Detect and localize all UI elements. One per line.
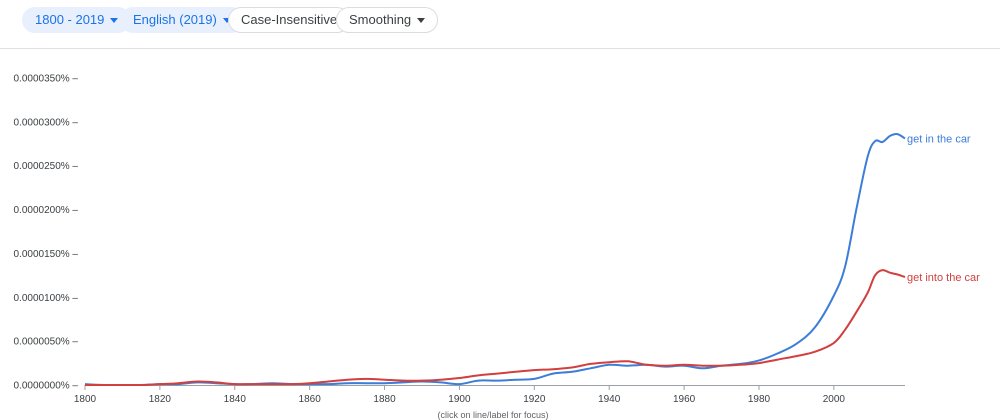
x-tick-label: 1900	[448, 394, 471, 405]
series-label[interactable]: get into the car	[907, 272, 980, 284]
x-tick-label: 1820	[149, 394, 172, 405]
ngram-line-chart: 0.0000000% – 0.0000050% – 0.0000100% – 0.00…	[13, 74, 980, 420]
smoothing-label: Smoothing	[349, 12, 412, 27]
case-insensitive-label: Case-Insensitive	[241, 12, 338, 27]
y-tick-label: 0.0000100% –	[13, 293, 78, 304]
x-tick-label: 1880	[373, 394, 396, 405]
toolbar: 1800 - 2019 English (2019) Case-Insensit…	[0, 0, 1000, 49]
caret-down-icon	[110, 18, 119, 23]
smoothing-dropdown[interactable]: Smoothing	[336, 7, 439, 33]
corpus-dropdown[interactable]: English (2019)	[120, 7, 244, 33]
chart-footnote: (click on line/label for focus)	[437, 410, 548, 420]
x-tick-label: 1940	[598, 394, 621, 405]
year-range-label: 1800 - 2019	[35, 12, 105, 27]
series-line[interactable]	[84, 133, 906, 387]
x-tick-label: 1960	[673, 394, 696, 405]
x-tick-label: 2000	[823, 394, 846, 405]
corpus-label: English (2019)	[133, 12, 217, 27]
series-label[interactable]: get in the car	[907, 134, 971, 146]
y-tick-label: 0.0000350% –	[13, 74, 78, 85]
y-tick-label: 0.0000300% –	[13, 117, 78, 128]
y-tick-label: 0.0000000% –	[13, 381, 78, 392]
x-tick-label: 1920	[523, 394, 546, 405]
y-tick-label: 0.0000250% –	[13, 161, 78, 172]
x-tick-label: 1860	[299, 394, 322, 405]
caret-down-icon	[222, 18, 231, 23]
y-tick-label: 0.0000150% –	[13, 249, 78, 260]
series-lines	[84, 133, 906, 387]
y-tick-label: 0.0000050% –	[13, 337, 78, 348]
x-tick-label: 1980	[748, 394, 771, 405]
x-tick-label: 1800	[74, 394, 97, 405]
x-tick-label: 1840	[224, 394, 247, 405]
caret-down-icon	[417, 18, 426, 23]
series-line[interactable]	[84, 269, 906, 387]
x-axis: 1800 1820 1840 1860 1880 1900 1920 1940 1960 1980…	[74, 385, 905, 405]
y-axis: 0.0000000% – 0.0000050% – 0.0000100% – 0.00…	[13, 74, 78, 392]
year-range-dropdown[interactable]: 1800 - 2019	[22, 7, 132, 33]
y-tick-label: 0.0000200% –	[13, 205, 78, 216]
case-insensitive-toggle[interactable]: Case-Insensitive	[228, 7, 351, 33]
series-labels: get in the car get into the car	[907, 134, 980, 285]
